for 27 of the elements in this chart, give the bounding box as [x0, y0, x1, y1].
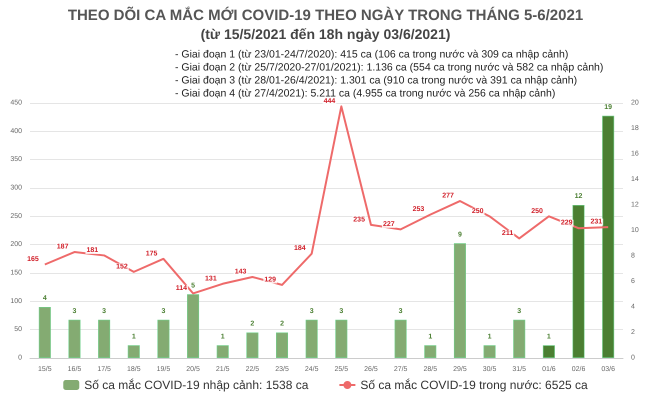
bar [187, 294, 200, 358]
bar [216, 345, 229, 358]
bar [98, 320, 110, 358]
bar [542, 345, 555, 358]
legend-label: Số ca mắc COVID-19 nhập cảnh: 1538 ca [84, 378, 309, 392]
bar [306, 320, 318, 358]
bar [424, 345, 436, 358]
bar [157, 320, 170, 358]
legend-label: Số ca mắc COVID-19 trong nước: 6525 ca [360, 378, 588, 392]
chart-subtitle: (từ 15/5/2021 đến 18h ngày 03/6/2021) [200, 26, 450, 42]
bar [394, 320, 407, 358]
bar [68, 320, 80, 358]
bar [246, 332, 258, 358]
text: - Giai đoạn 2 (từ 25/7/2020-27/01/2021): 1.136 ca (554 ca trong nước và 582 ca nhập cảnh) [175, 62, 604, 74]
bar [572, 205, 585, 358]
bar [454, 243, 466, 358]
bar [276, 332, 288, 358]
text: - Giai đoạn 4 (từ 27/4/2021): 5.211 ca (4.955 ca trong nước và 256 ca nhập cảnh) [175, 88, 556, 100]
bar [602, 116, 614, 358]
bar [513, 320, 526, 358]
bar [128, 345, 140, 358]
text: - Giai đoạn 3 (từ 28/01-26/4/2021): 1.301 ca (910 ca trong nước và 391 ca nhập cảnh) [175, 74, 578, 86]
bar [335, 320, 348, 358]
bar [484, 345, 496, 358]
bar [38, 307, 51, 358]
chart-title: THEO DÕI CA MẮC MỚI COVID-19 THEO NGÀY TRONG THÁNG 5-6/2021 [68, 6, 584, 24]
text: - Giai đoạn 1 (từ 23/01-24/7/2020): 415 ca (106 ca trong nước và 309 ca nhập cảnh) [175, 48, 568, 60]
